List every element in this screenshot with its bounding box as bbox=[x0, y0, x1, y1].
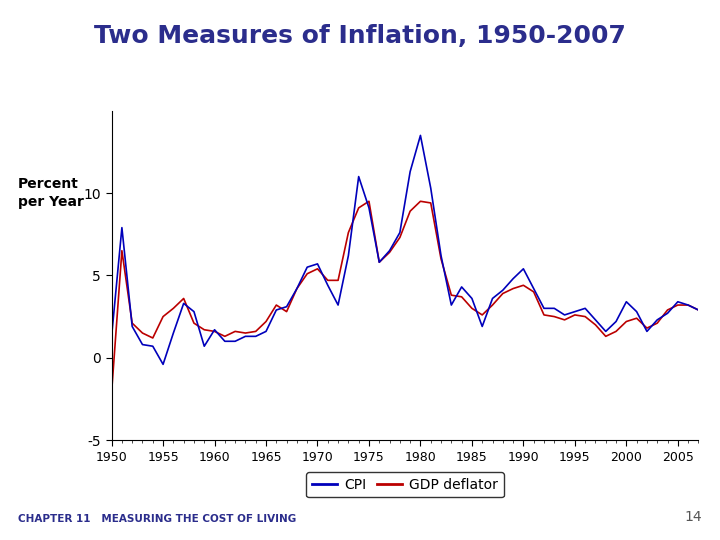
CPI bbox=[694, 307, 703, 313]
GDP deflator bbox=[509, 285, 518, 292]
Legend: CPI, GDP deflator: CPI, GDP deflator bbox=[307, 472, 503, 497]
CPI bbox=[416, 132, 425, 139]
CPI bbox=[251, 333, 260, 340]
CPI bbox=[622, 299, 631, 305]
GDP deflator bbox=[673, 302, 682, 308]
CPI bbox=[107, 333, 116, 340]
Line: GDP deflator: GDP deflator bbox=[112, 201, 698, 393]
Text: 14: 14 bbox=[685, 510, 702, 524]
Line: CPI: CPI bbox=[112, 136, 698, 364]
GDP deflator bbox=[251, 328, 260, 335]
GDP deflator bbox=[550, 313, 559, 320]
Text: CHAPTER 11   MEASURING THE COST OF LIVING: CHAPTER 11 MEASURING THE COST OF LIVING bbox=[18, 514, 296, 524]
CPI bbox=[158, 361, 167, 368]
CPI bbox=[673, 299, 682, 305]
GDP deflator bbox=[364, 198, 373, 205]
GDP deflator bbox=[694, 307, 703, 313]
CPI bbox=[519, 266, 528, 272]
Text: Percent
per Year: Percent per Year bbox=[18, 177, 84, 209]
GDP deflator bbox=[241, 330, 250, 336]
CPI bbox=[560, 312, 569, 318]
GDP deflator bbox=[612, 328, 621, 335]
CPI bbox=[261, 328, 270, 335]
GDP deflator bbox=[107, 389, 116, 396]
Text: Two Measures of Inflation, 1950-2007: Two Measures of Inflation, 1950-2007 bbox=[94, 24, 626, 48]
